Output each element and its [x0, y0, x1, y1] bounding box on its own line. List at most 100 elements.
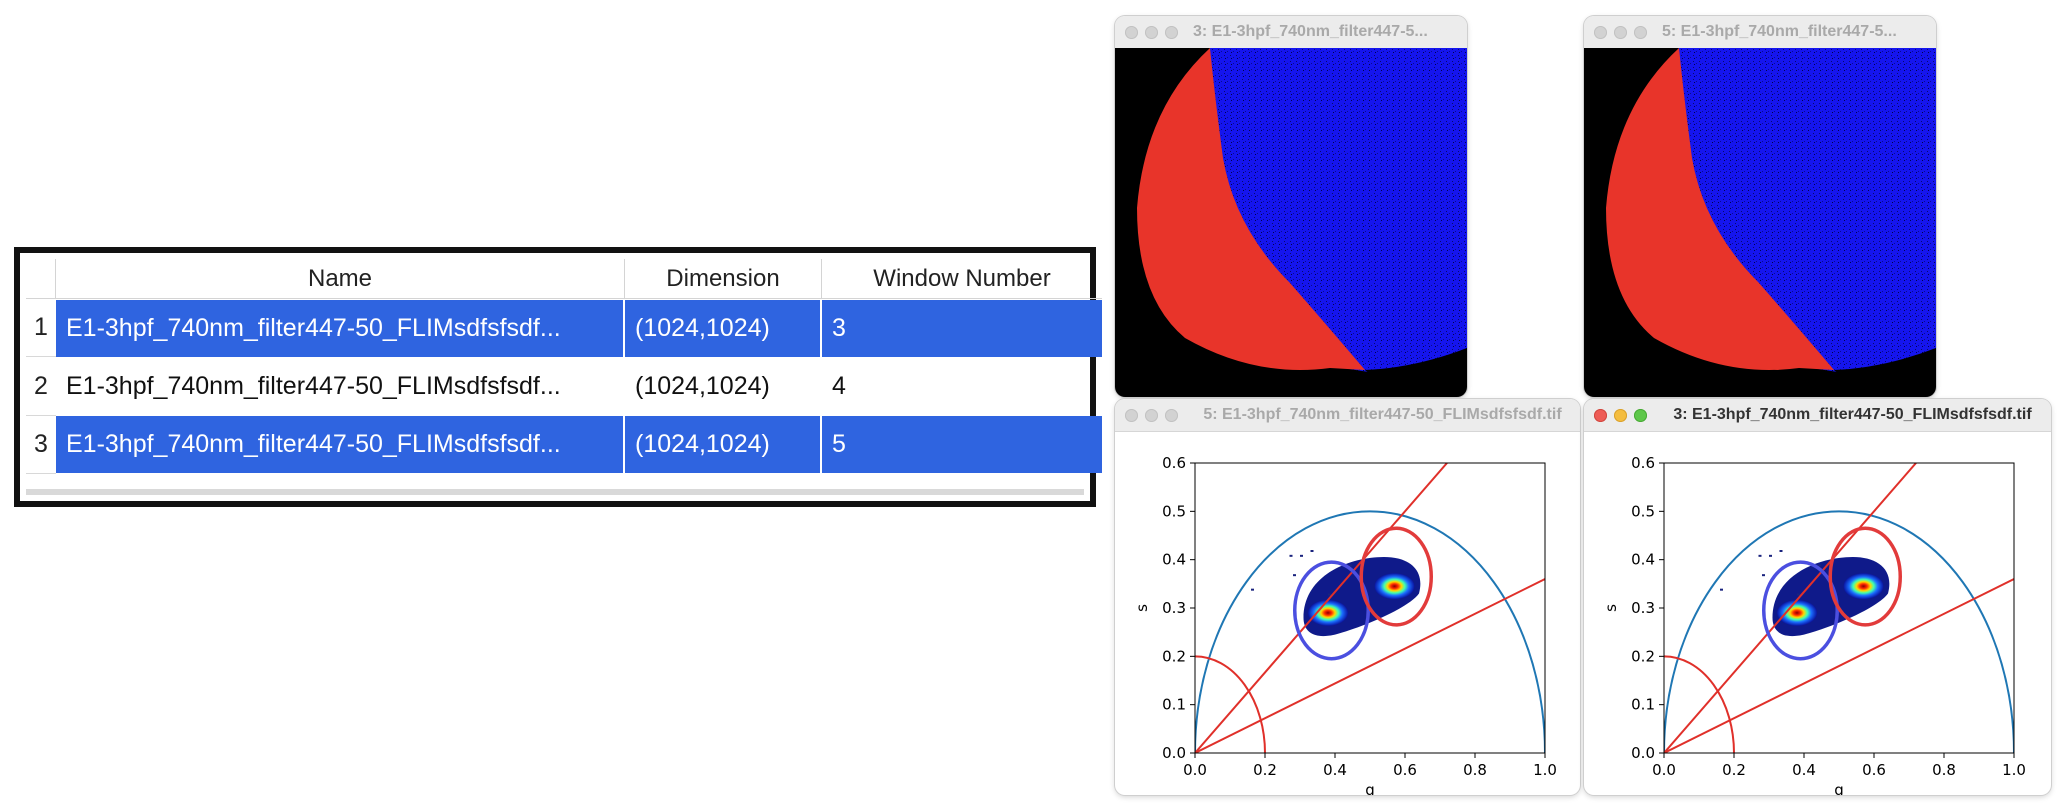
- lifetime-line: [1195, 463, 1448, 753]
- y-tick-label: 0.2: [1631, 647, 1655, 665]
- phasor-plot-window-3[interactable]: 3: E1-3hpf_740nm_filter447-50_FLIMsdfsfs…: [1584, 399, 2051, 795]
- y-tick-label: 0.1: [1631, 696, 1655, 714]
- y-tick-label: 0.0: [1631, 744, 1655, 762]
- image-table: Name Dimension Window Number 1 E1-3hpf_7…: [14, 247, 1102, 507]
- close-button[interactable]: [1594, 409, 1607, 422]
- window-titlebar[interactable]: 5: E1-3hpf_740nm_filter447-5...: [1584, 16, 1936, 49]
- y-tick-label: 0.3: [1631, 599, 1655, 617]
- zoom-button[interactable]: [1634, 26, 1647, 39]
- window-titlebar[interactable]: 3: E1-3hpf_740nm_filter447-5...: [1115, 16, 1467, 49]
- table-cell-dimension[interactable]: (1024,1024): [625, 300, 822, 357]
- plot-area: [1664, 463, 2014, 753]
- phasor-plot-window-5[interactable]: 5: E1-3hpf_740nm_filter447-50_FLIMsdfsfs…: [1115, 399, 1580, 795]
- roi-circle-red: [1359, 526, 1433, 627]
- column-header-dimension[interactable]: Dimension: [625, 259, 822, 299]
- universal-semicircle: [1195, 510, 1545, 753]
- column-header-window-number[interactable]: Window Number: [822, 259, 1102, 299]
- window-title: 3: E1-3hpf_740nm_filter447-5...: [1193, 23, 1428, 40]
- close-button[interactable]: [1125, 409, 1138, 422]
- x-tick-label: 1.0: [2002, 761, 2026, 779]
- segmentation-image: [1584, 48, 1936, 397]
- phasor-point: [1762, 574, 1765, 577]
- corner-header: [26, 259, 56, 299]
- segmented-image[interactable]: [1584, 48, 1936, 397]
- x-tick-label: 0.2: [1253, 761, 1277, 779]
- phasor-plot[interactable]: 0.0 0.2 0.4 0.6 0.8 1.0 0.0 0.1 0.2 0.3 0.4 0.5 0.6 g…: [1584, 431, 2051, 795]
- x-tick-label: 0.6: [1393, 761, 1417, 779]
- window-title: 5: E1-3hpf_740nm_filter447-50_FLIMsdfsfs…: [1203, 406, 1562, 423]
- window-titlebar[interactable]: 5: E1-3hpf_740nm_filter447-50_FLIMsdfsfs…: [1115, 399, 1580, 432]
- phasor-point: [1769, 554, 1772, 557]
- phasor-point: [1797, 593, 1800, 596]
- table-cell-name[interactable]: E1-3hpf_740nm_filter447-50_FLIMsdfsfsdf.…: [56, 416, 625, 473]
- y-tick-label: 0.2: [1162, 647, 1186, 665]
- roi-circle-red: [1828, 526, 1902, 627]
- segmented-image[interactable]: [1115, 48, 1467, 397]
- x-tick-label: 1.0: [1533, 761, 1557, 779]
- phasor-point: [1310, 550, 1314, 552]
- table-cell-window-number[interactable]: 5: [822, 416, 1102, 473]
- phasor-hotspot: [1308, 599, 1348, 626]
- lifetime-line: [1195, 578, 1545, 753]
- minimize-button[interactable]: [1145, 409, 1158, 422]
- window-title: 3: E1-3hpf_740nm_filter447-50_FLIMsdfsfs…: [1673, 406, 2032, 423]
- y-tick-label: 0.6: [1631, 454, 1655, 472]
- lifetime-arc: [1664, 655, 1735, 753]
- window-titlebar[interactable]: 3: E1-3hpf_740nm_filter447-50_FLIMsdfsfs…: [1584, 399, 2051, 432]
- plot-area: [1195, 463, 1545, 753]
- y-tick-label: 0.5: [1631, 502, 1655, 520]
- y-axis-label: s: [1602, 604, 1620, 612]
- phasor-point: [1349, 564, 1352, 567]
- x-tick-label: 0.2: [1722, 761, 1746, 779]
- x-axis-label: g: [1834, 781, 1844, 795]
- column-header-name[interactable]: Name: [56, 259, 625, 299]
- segmentation-image: [1115, 48, 1467, 397]
- y-tick-label: 0.0: [1162, 744, 1186, 762]
- phasor-point: [1300, 554, 1303, 557]
- minimize-button[interactable]: [1145, 26, 1158, 39]
- row-number[interactable]: 1: [26, 299, 56, 357]
- minimize-button[interactable]: [1614, 26, 1627, 39]
- x-tick-label: 0.0: [1183, 761, 1207, 779]
- row-number[interactable]: 2: [26, 357, 56, 416]
- phasor-hotspot: [1777, 599, 1817, 626]
- roi-circle-blue: [1293, 560, 1370, 661]
- lifetime-line: [1664, 578, 2014, 753]
- y-tick-label: 0.4: [1162, 551, 1186, 569]
- row-number[interactable]: 3: [26, 416, 56, 474]
- minimize-button[interactable]: [1614, 409, 1627, 422]
- x-tick-label: 0.4: [1792, 761, 1816, 779]
- close-button[interactable]: [1125, 26, 1138, 39]
- table-cell-window-number[interactable]: 4: [822, 357, 1102, 416]
- phasor-hotspot: [1374, 573, 1415, 600]
- y-tick-label: 0.4: [1631, 551, 1655, 569]
- table-cell-window-number[interactable]: 3: [822, 300, 1102, 357]
- lifetime-arc: [1195, 655, 1266, 753]
- x-tick-label: 0.8: [1463, 761, 1487, 779]
- close-button[interactable]: [1594, 26, 1607, 39]
- phasor-point: [1720, 588, 1723, 591]
- phasor-plot[interactable]: 0.0 0.2 0.4 0.6 0.8 1.0 0.0 0.1 0.2 0.3 0.4 0.5 0.6 g…: [1115, 431, 1580, 795]
- phasor-point: [1779, 550, 1783, 552]
- y-tick-label: 0.3: [1162, 599, 1186, 617]
- image-window-5[interactable]: 5: E1-3hpf_740nm_filter447-5...: [1584, 16, 1936, 397]
- phasor-point: [1293, 574, 1296, 577]
- table-cell-name[interactable]: E1-3hpf_740nm_filter447-50_FLIMsdfsfsdf.…: [56, 357, 625, 416]
- zoom-button[interactable]: [1165, 26, 1178, 39]
- table-cell-dimension[interactable]: (1024,1024): [625, 416, 822, 473]
- roi-circle-blue: [1762, 560, 1839, 661]
- phasor-point: [1758, 554, 1762, 557]
- x-tick-label: 0.6: [1862, 761, 1886, 779]
- y-tick-label: 0.1: [1162, 696, 1186, 714]
- phasor-point: [1289, 554, 1293, 557]
- table-cell-dimension[interactable]: (1024,1024): [625, 357, 822, 416]
- horizontal-scrollbar[interactable]: [26, 489, 1084, 495]
- x-axis-label: g: [1365, 781, 1375, 795]
- table-cell-name[interactable]: E1-3hpf_740nm_filter447-50_FLIMsdfsfsdf.…: [56, 300, 625, 357]
- phasor-point: [1818, 564, 1821, 567]
- phasor-hotspot: [1843, 573, 1884, 600]
- zoom-button[interactable]: [1165, 409, 1178, 422]
- zoom-button[interactable]: [1634, 409, 1647, 422]
- universal-semicircle: [1664, 510, 2014, 753]
- image-window-3[interactable]: 3: E1-3hpf_740nm_filter447-5...: [1115, 16, 1467, 397]
